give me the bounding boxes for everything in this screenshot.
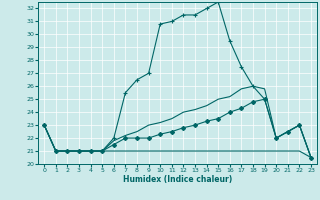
- X-axis label: Humidex (Indice chaleur): Humidex (Indice chaleur): [123, 175, 232, 184]
